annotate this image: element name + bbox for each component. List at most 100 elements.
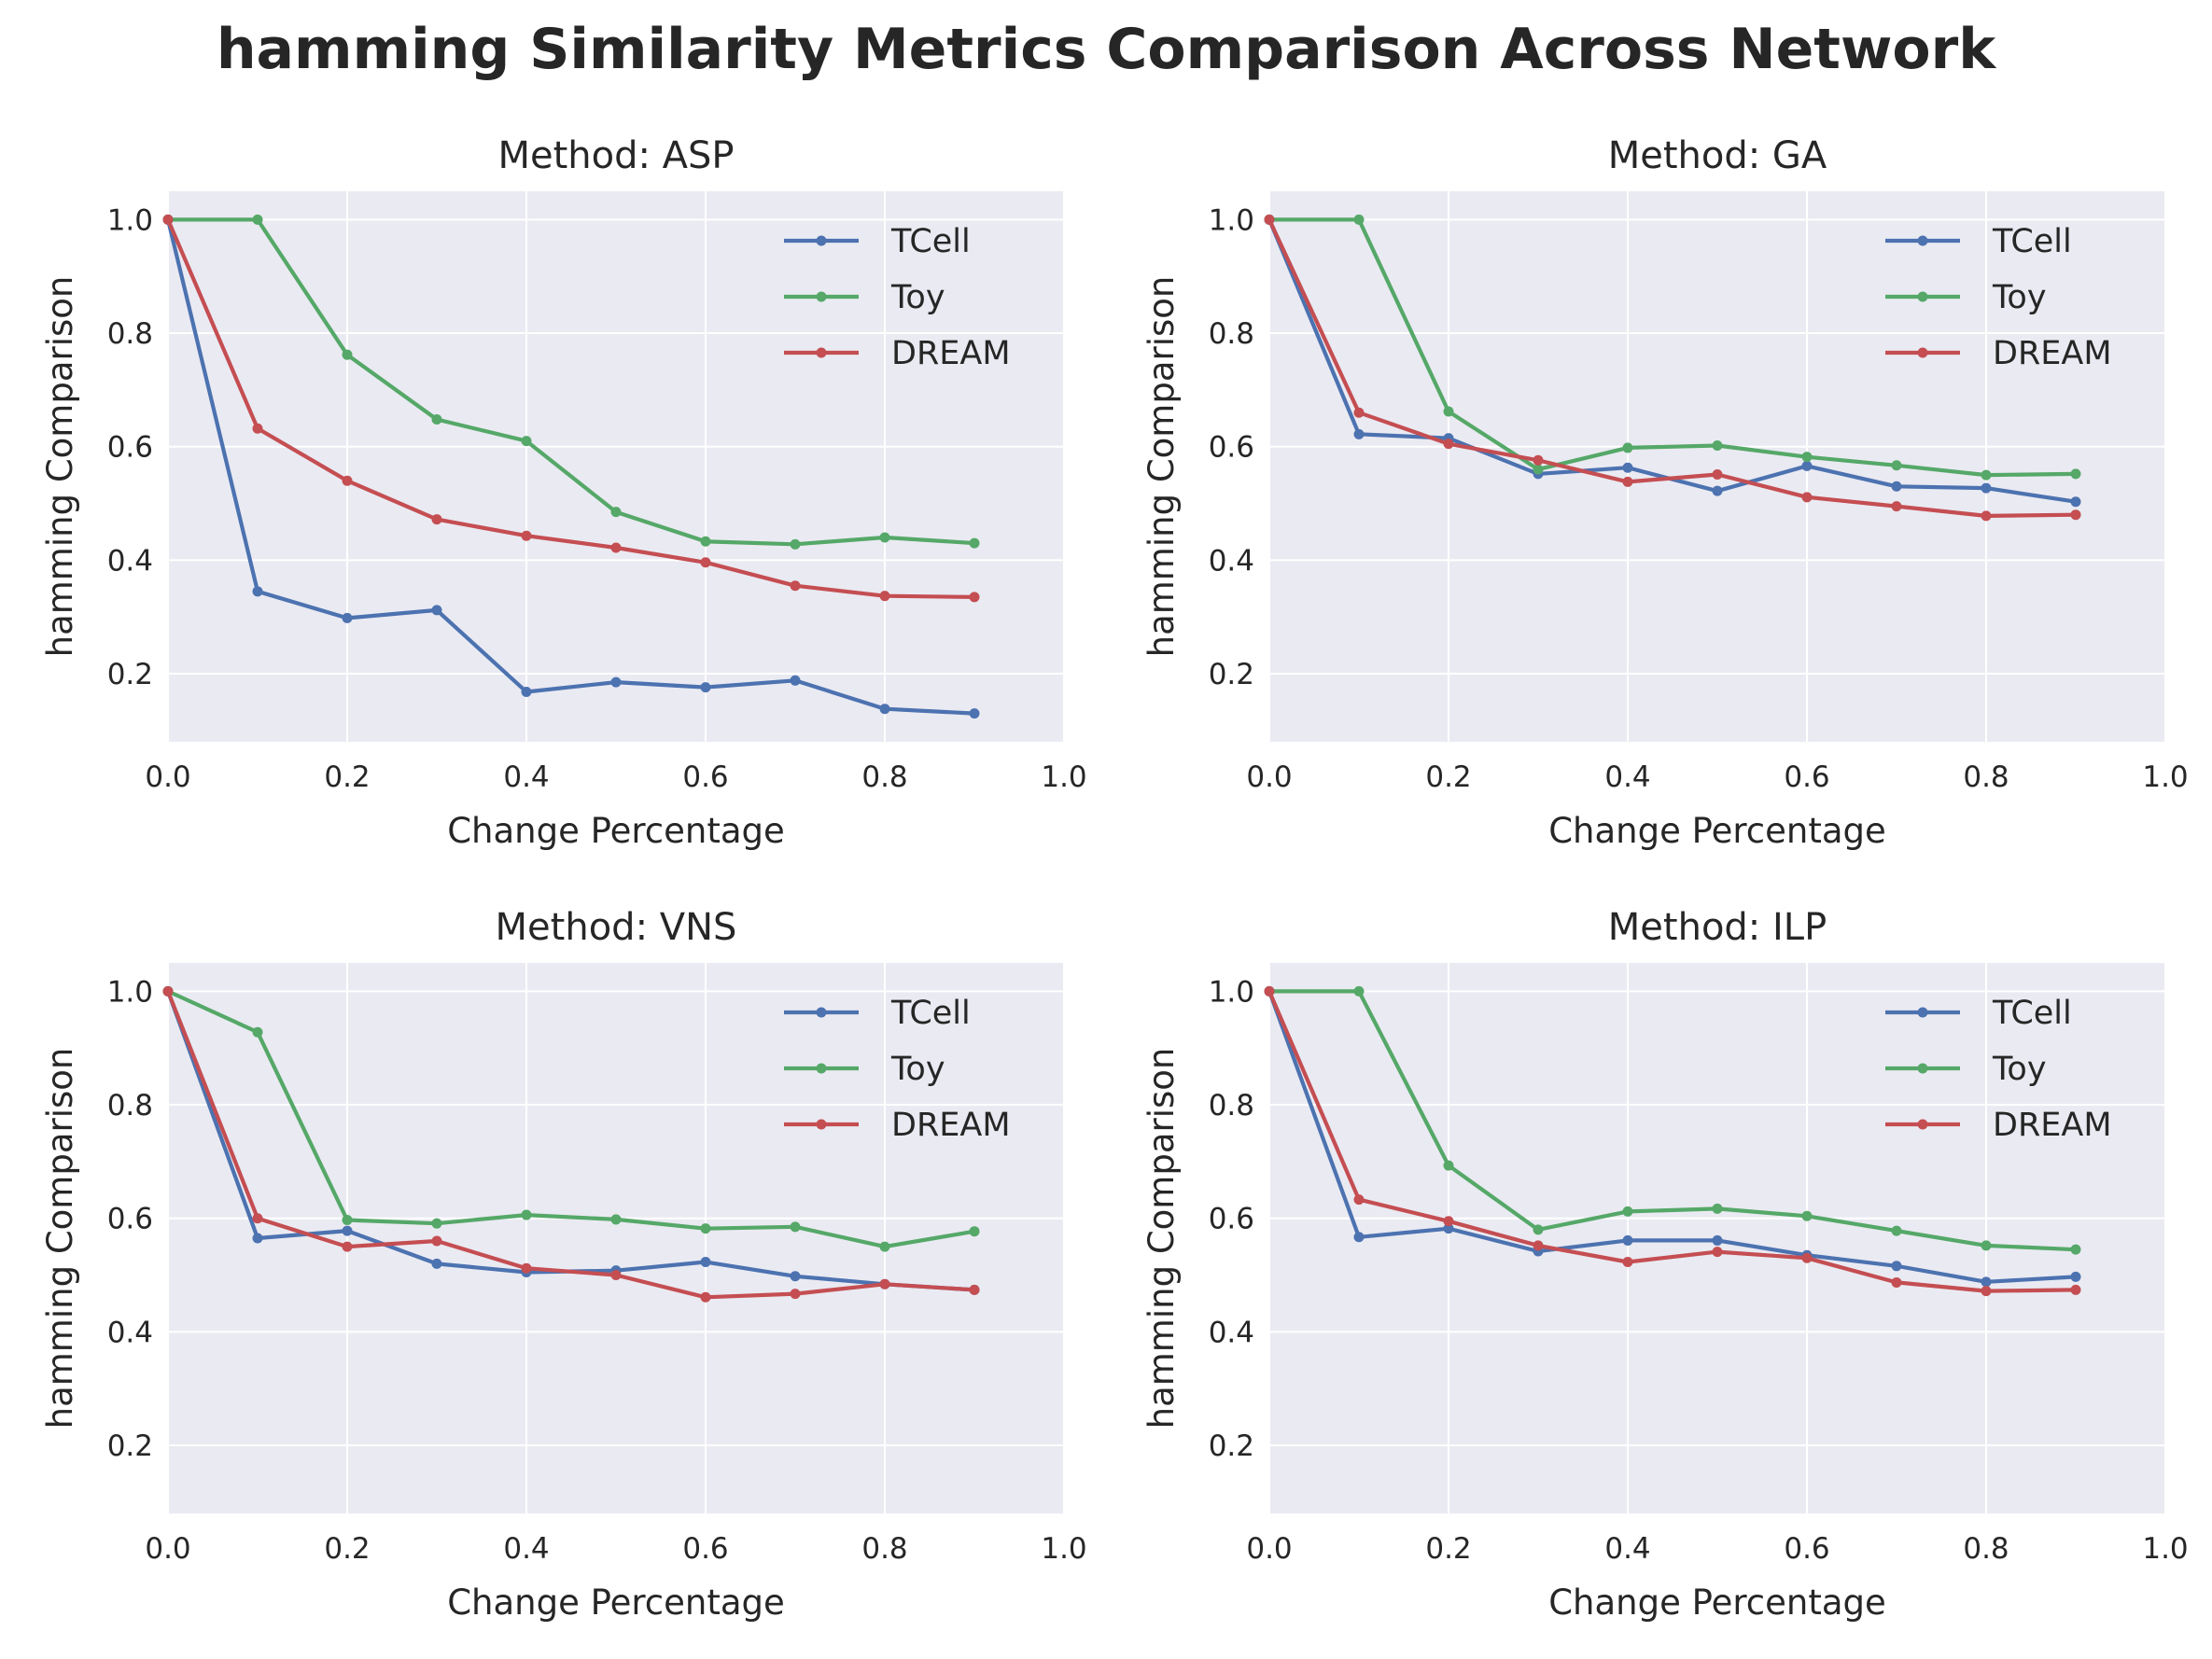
series-line-dream <box>1267 989 2079 1293</box>
data-point-toy <box>2070 468 2081 480</box>
legend-label-tcell: TCell <box>890 223 971 260</box>
legend-marker-dream <box>816 1119 827 1130</box>
data-point-toy <box>1801 1210 1813 1221</box>
data-point-toy <box>1622 1206 1633 1217</box>
legend-marker-tcell <box>816 235 827 246</box>
data-point-toy <box>431 1218 442 1229</box>
series-line-dream <box>165 989 977 1300</box>
legend-label-toy: Toy <box>1992 1051 2047 1088</box>
data-point-tcell <box>252 1233 263 1244</box>
subplot-2: 0.0 0.2 0.4 0.6 0.8 1.0 0.2 0.4 0.6 0.8 1.0 Method:… <box>1141 134 2189 851</box>
data-point-toy <box>610 507 622 518</box>
data-point-toy <box>2070 1244 2081 1255</box>
data-point-dream <box>1981 1286 1992 1297</box>
x-tick-label: 1.0 <box>2142 760 2188 794</box>
x-tick-label: 0.0 <box>1246 1532 1292 1566</box>
data-point-tcell <box>1712 485 1723 496</box>
series-line-dream <box>1267 217 2079 519</box>
series-toy <box>1264 985 2081 1255</box>
data-point-tcell <box>431 605 442 616</box>
data-point-toy <box>342 1215 353 1226</box>
data-point-toy <box>1981 469 1992 481</box>
y-tick-label: 0.8 <box>107 317 153 351</box>
x-tick-label: 0.6 <box>682 760 728 794</box>
data-point-dream <box>431 1235 442 1247</box>
y-tick-label: 0.6 <box>1209 1203 1254 1236</box>
x-tick-label: 1.0 <box>2142 1532 2188 1566</box>
data-point-tcell <box>1353 428 1365 439</box>
subplot-title: Method: VNS <box>496 906 737 949</box>
data-point-toy <box>521 1209 532 1220</box>
x-axis-label: Change Percentage <box>447 811 785 851</box>
data-point-dream <box>700 557 711 568</box>
data-point-dream <box>521 1262 532 1274</box>
series-dream <box>162 985 980 1303</box>
y-tick-label: 1.0 <box>1209 203 1254 237</box>
y-tick-label: 1.0 <box>1209 975 1254 1009</box>
data-point-tcell <box>1981 1276 1992 1288</box>
x-tick-label: 0.0 <box>1246 760 1292 794</box>
figure-title: hamming Similarity Metrics Comparison Ac… <box>216 17 1996 82</box>
data-point-tcell <box>1891 1261 1902 1272</box>
data-point-toy <box>790 1221 801 1233</box>
legend-label-dream: DREAM <box>1993 1107 2112 1144</box>
data-point-toy <box>1533 464 1544 475</box>
y-tick-label: 1.0 <box>107 975 153 1009</box>
subplot-title: Method: ILP <box>1608 906 1827 949</box>
y-tick-label: 0.2 <box>107 1429 153 1463</box>
y-tick-label: 0.2 <box>1209 1429 1254 1463</box>
y-tick-label: 0.6 <box>107 431 153 465</box>
y-tick-label: 0.4 <box>107 1316 153 1349</box>
data-point-dream <box>1353 407 1365 418</box>
data-point-dream <box>1622 1257 1633 1268</box>
data-point-tcell <box>969 708 980 719</box>
data-point-dream <box>1264 214 1275 225</box>
y-tick-label: 0.2 <box>107 658 153 691</box>
data-point-dream <box>431 514 442 525</box>
data-point-tcell <box>1622 1234 1633 1246</box>
subplot-3: 0.0 0.2 0.4 0.6 0.8 1.0 0.2 0.4 0.6 0.8 1.0 Method:… <box>40 906 1087 1623</box>
data-point-toy <box>879 532 890 543</box>
x-tick-label: 0.2 <box>324 760 370 794</box>
legend-marker-dream <box>1917 347 1928 358</box>
series-dream <box>162 214 980 603</box>
y-tick-label: 1.0 <box>107 203 153 237</box>
data-point-dream <box>1443 439 1454 450</box>
data-point-tcell <box>879 704 890 715</box>
legend-marker-dream <box>1917 1119 1928 1130</box>
data-point-toy <box>1891 460 1902 471</box>
series-line-tcell <box>165 217 977 716</box>
data-point-toy <box>1891 1225 1902 1236</box>
data-point-toy <box>1443 406 1454 417</box>
data-point-dream <box>610 542 622 553</box>
data-point-dream <box>1533 1240 1544 1251</box>
series-toy <box>162 985 980 1252</box>
series-line-dream <box>165 217 977 600</box>
subplot-title: Method: GA <box>1608 134 1827 177</box>
data-point-toy <box>252 1026 263 1038</box>
data-point-dream <box>342 475 353 486</box>
x-tick-label: 1.0 <box>1041 760 1086 794</box>
legend-label-toy: Toy <box>1992 279 2047 316</box>
legend-label-toy: Toy <box>890 1051 945 1088</box>
x-tick-label: 0.8 <box>1963 1532 2009 1566</box>
x-axis-label: Change Percentage <box>1548 811 1886 851</box>
x-tick-label: 0.6 <box>1784 760 1829 794</box>
x-tick-label: 1.0 <box>1041 1532 1086 1566</box>
subplot-1: 0.0 0.2 0.4 0.6 0.8 1.0 0.2 0.4 0.6 0.8 1.0 Method:… <box>40 134 1087 851</box>
data-point-dream <box>2070 1284 2081 1295</box>
x-tick-label: 0.2 <box>1425 1532 1471 1566</box>
data-point-tcell <box>521 686 532 697</box>
data-point-tcell <box>1891 481 1902 492</box>
x-tick-label: 0.2 <box>1425 760 1471 794</box>
data-point-tcell <box>700 1257 711 1268</box>
x-tick-label: 0.0 <box>145 1532 190 1566</box>
legend-marker-toy <box>816 291 827 302</box>
y-axis-label: hamming Comparison <box>40 1048 80 1429</box>
y-axis-label: hamming Comparison <box>1141 1048 1182 1429</box>
data-point-dream <box>879 1278 890 1290</box>
series-line-toy <box>165 217 977 547</box>
data-point-dream <box>969 592 980 603</box>
data-point-dream <box>521 530 532 541</box>
data-point-tcell <box>2070 1271 2081 1282</box>
